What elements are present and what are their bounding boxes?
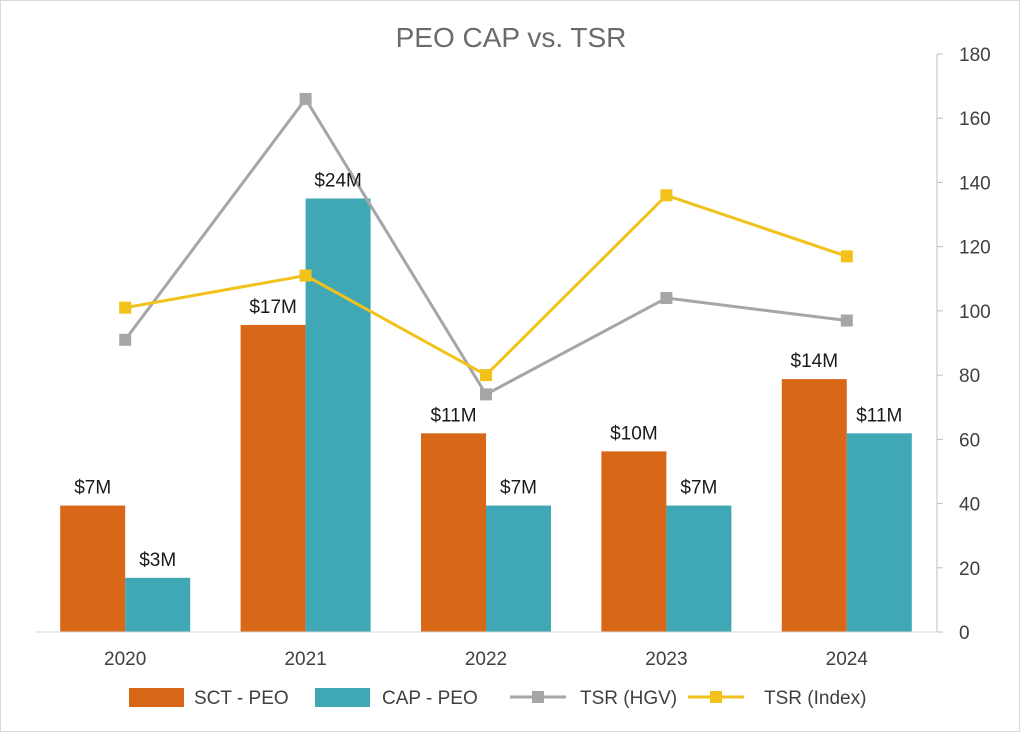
x-tick-label-2024: 2024 bbox=[826, 649, 869, 670]
data-label-sct-peo-2020: $7M bbox=[74, 478, 111, 499]
x-tick-label-2020: 2020 bbox=[104, 649, 146, 670]
point-tsr-hgv-2024 bbox=[840, 314, 853, 327]
legend-swatch-sct-peo bbox=[129, 688, 184, 707]
data-label-cap-peo-2023: $7M bbox=[680, 478, 717, 499]
y2-tick-label-80: 80 bbox=[959, 366, 980, 387]
data-label-cap-peo-2022: $7M bbox=[500, 478, 537, 499]
data-label-cap-peo-2024: $11M bbox=[856, 405, 902, 426]
legend-marker-tsr-index bbox=[710, 691, 722, 703]
point-tsr-index-2023 bbox=[660, 189, 673, 202]
point-tsr-hgv-2023 bbox=[660, 292, 673, 305]
x-tick-label-2023: 2023 bbox=[645, 649, 687, 670]
bar-cap-peo-2022 bbox=[486, 505, 551, 632]
bar-cap-peo-2020 bbox=[125, 577, 191, 632]
bar-cap-peo-2024 bbox=[846, 433, 912, 632]
bar-sct-peo-2024 bbox=[781, 379, 847, 632]
point-tsr-hgv-2020 bbox=[119, 333, 132, 346]
bar-cap-peo-2023 bbox=[666, 505, 732, 632]
y2-tick-label-40: 40 bbox=[959, 495, 980, 516]
legend-label-tsr-hgv: TSR (HGV) bbox=[580, 688, 677, 709]
data-label-cap-peo-2021: $24M bbox=[314, 171, 362, 192]
legend-label-sct-peo: SCT - PEO bbox=[194, 688, 289, 709]
y2-tick-label-60: 60 bbox=[959, 430, 980, 451]
data-label-sct-peo-2021: $17M bbox=[249, 297, 297, 318]
bar-cap-peo-2021 bbox=[305, 198, 371, 632]
y2-tick-label-180: 180 bbox=[959, 45, 991, 66]
data-label-cap-peo-2020: $3M bbox=[139, 550, 176, 571]
x-tick-label-2021: 2021 bbox=[284, 649, 326, 670]
data-label-sct-peo-2023: $10M bbox=[610, 423, 658, 444]
chart-title: PEO CAP vs. TSR bbox=[396, 22, 627, 53]
bar-sct-peo-2020 bbox=[60, 505, 126, 632]
point-tsr-index-2021 bbox=[299, 269, 312, 282]
legend-label-cap-peo: CAP - PEO bbox=[382, 688, 478, 709]
point-tsr-index-2020 bbox=[119, 301, 132, 314]
lines-layer bbox=[119, 92, 853, 401]
x-tick-label-2022: 2022 bbox=[465, 649, 507, 670]
y2-tick-label-100: 100 bbox=[959, 302, 991, 323]
legend-marker-tsr-hgv bbox=[532, 691, 544, 703]
legend-label-tsr-index: TSR (Index) bbox=[764, 688, 866, 709]
data-labels-layer: $7M $17M $11M $10M $14M $3M $24M $7M $7M $11M bbox=[74, 171, 902, 571]
bar-sct-peo-2021 bbox=[240, 324, 306, 632]
legend: SCT - PEO CAP - PEO TSR (HGV) TSR (Index) bbox=[129, 688, 866, 709]
line-tsr-index bbox=[124, 193, 848, 377]
axis-layer: 2020 2021 2022 2023 2024 0 20 40 60 80 100 120 140 16… bbox=[35, 45, 991, 670]
bar-sct-peo-2022 bbox=[421, 433, 486, 632]
y2-tick-label-0: 0 bbox=[959, 623, 970, 644]
y2-tick-label-140: 140 bbox=[959, 173, 991, 194]
point-tsr-index-2022 bbox=[480, 369, 492, 382]
line-tsr-hgv bbox=[123, 97, 847, 396]
bars-layer bbox=[60, 198, 912, 632]
point-tsr-index-2024 bbox=[840, 250, 853, 263]
data-label-sct-peo-2022: $11M bbox=[430, 405, 476, 426]
legend-swatch-cap-peo bbox=[315, 688, 370, 707]
point-tsr-hgv-2021 bbox=[299, 92, 312, 105]
y2-tick-label-160: 160 bbox=[959, 109, 991, 130]
y2-tick-label-120: 120 bbox=[959, 238, 991, 259]
point-tsr-hgv-2022 bbox=[480, 388, 492, 401]
bar-sct-peo-2023 bbox=[601, 451, 667, 632]
data-label-sct-peo-2024: $14M bbox=[791, 351, 839, 372]
y2-tick-label-20: 20 bbox=[959, 559, 980, 580]
